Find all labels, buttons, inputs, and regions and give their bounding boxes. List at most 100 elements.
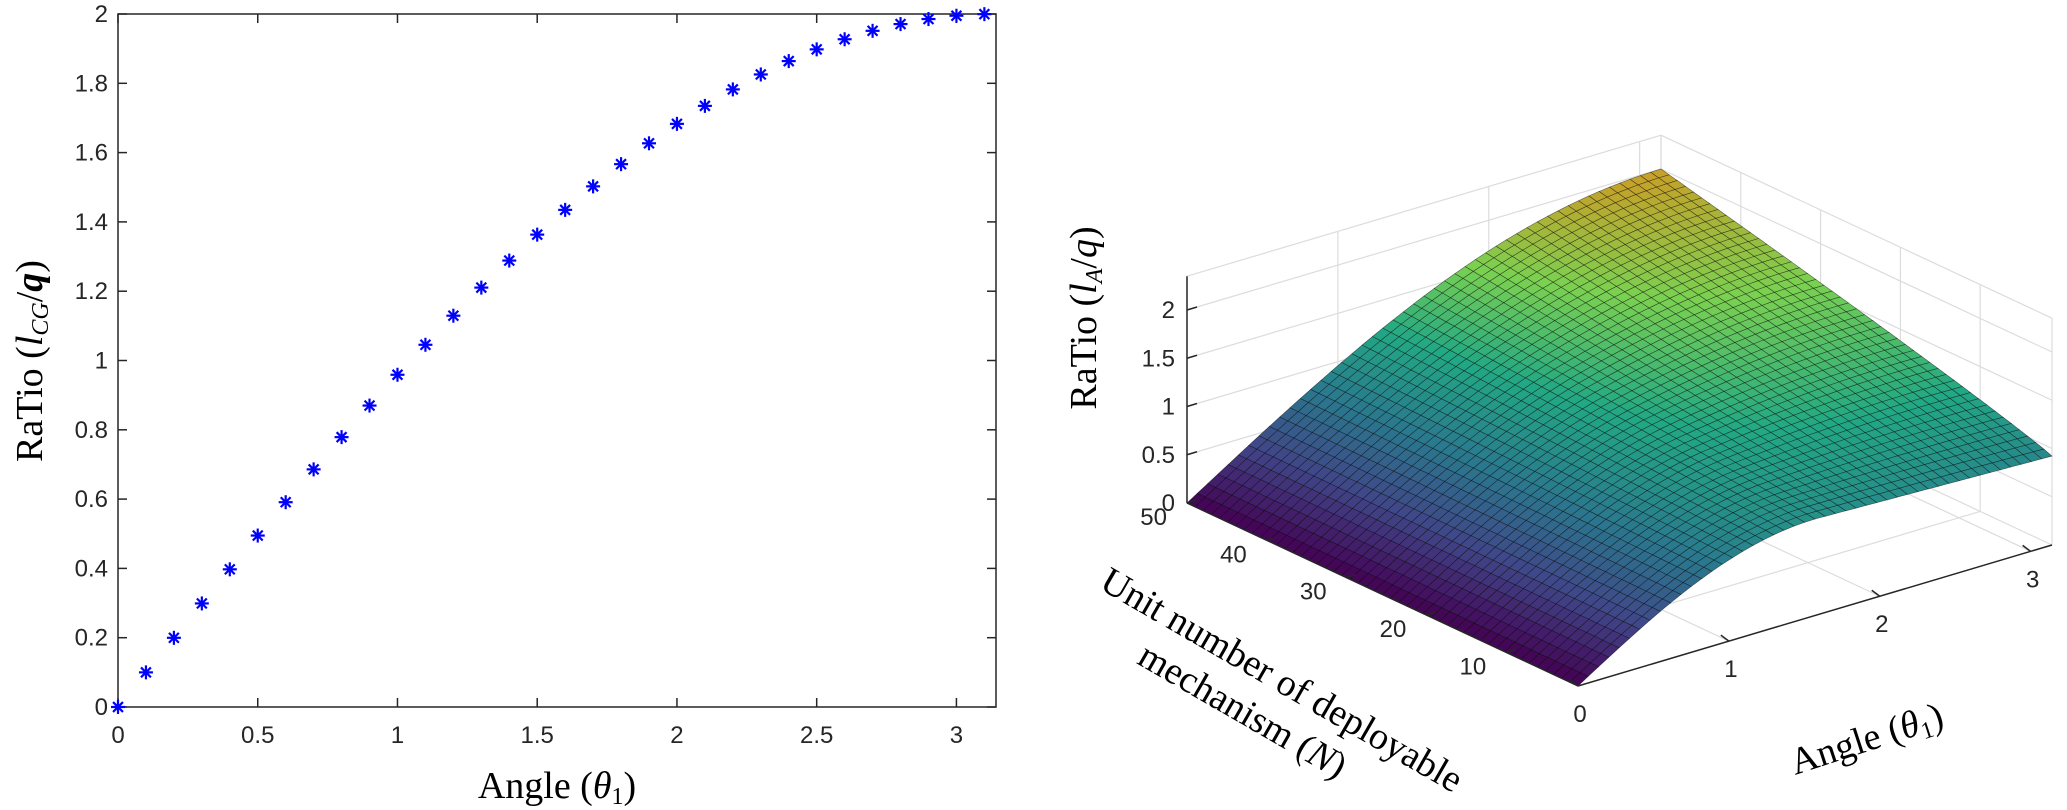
data-point (753, 67, 768, 82)
x-tick-label: 2.5 (800, 722, 833, 749)
data-point (614, 157, 629, 172)
angle-tick-mark (1871, 589, 1881, 597)
angle-tick-label: 2 (1875, 611, 1888, 638)
z-tick-label: 0.5 (1142, 442, 1175, 469)
x-tick-label: 0 (111, 722, 124, 749)
x-tick-label: 0.5 (241, 722, 274, 749)
y-tick-label: 0.6 (75, 486, 108, 513)
z-tick-label: 1.5 (1142, 345, 1175, 372)
data-point (306, 462, 321, 477)
y-tick-label: 0.4 (75, 555, 108, 582)
z-axis-label: RaTio (lA/q) (1063, 226, 1108, 409)
z-tick-label: 0 (1162, 490, 1175, 517)
data-point (837, 32, 852, 47)
data-point (334, 430, 349, 445)
n-tick-label: 10 (1459, 653, 1486, 680)
data-points (111, 7, 992, 714)
axis-line (1186, 502, 1579, 687)
scatter-chart: 0 0.2 0.4 0.6 0.8 1 1.2 1.4 1.6 1.8 2 0 0.5 1 1.5 2 2.5… (9, 1, 997, 810)
y-tick-label: 1.6 (75, 140, 108, 167)
data-point (502, 253, 517, 268)
angle-tick-label: 1 (1724, 656, 1737, 683)
data-point (418, 337, 433, 352)
x-tick-label: 1.5 (521, 722, 554, 749)
y-tick-label: 1.8 (75, 70, 108, 97)
n-axis-ticks: 10 20 30 40 50 (1140, 499, 1516, 680)
angle-tick-mark (1569, 679, 1579, 687)
data-point (725, 82, 740, 97)
data-point (362, 398, 377, 413)
plot-area (117, 13, 997, 708)
surface-mesh (1186, 168, 2053, 687)
data-point (558, 202, 573, 217)
data-point (586, 179, 601, 194)
n-tick-label: 50 (1140, 504, 1167, 531)
y-tick-label: 2 (95, 1, 108, 28)
data-point (977, 7, 992, 22)
data-point (166, 630, 181, 645)
data-point (809, 42, 824, 57)
y-tick-label: 0 (95, 694, 108, 721)
n-tick-label: 30 (1300, 579, 1327, 606)
angle-axis-ticks: 0 1 2 3 (1569, 544, 2039, 728)
n-tick-mark (1186, 499, 1197, 504)
z-tick-label: 1 (1162, 394, 1175, 421)
n-tick-mark (1505, 648, 1516, 654)
data-point (250, 528, 265, 543)
x-tick-label: 1 (391, 722, 404, 749)
surface-cell (2032, 448, 2053, 460)
angle-tick-label: 3 (2026, 566, 2039, 593)
grid-line (1660, 168, 2053, 353)
x-axis-ticks: 0 0.5 1 1.5 2 2.5 3 (111, 14, 963, 749)
z-tick-label: 2 (1162, 297, 1175, 324)
n-tick-mark (1266, 536, 1277, 542)
data-point (474, 280, 489, 295)
data-point (530, 227, 545, 242)
data-point (865, 23, 880, 38)
angle-tick-mark (1720, 634, 1730, 642)
y-tick-label: 1 (95, 348, 108, 375)
grid-line (1186, 168, 1662, 311)
data-point (669, 116, 684, 131)
data-point (781, 54, 796, 69)
y-axis-ticks: 0 0.2 0.4 0.6 0.8 1 1.2 1.4 1.6 1.8 2 (75, 1, 996, 721)
z-tick-mark (1186, 306, 1198, 311)
x-tick-label: 2 (670, 722, 683, 749)
grid-line (1186, 134, 1662, 277)
3d-axes (1186, 276, 2053, 687)
z-axis-ticks: 0 0.5 1 1.5 2 (1142, 297, 1198, 517)
data-point (697, 98, 712, 113)
z-tick-mark (1186, 402, 1198, 408)
x-axis-label: Angle (θ1) (478, 765, 636, 810)
angle-tick-mark (2022, 544, 2032, 552)
y-tick-label: 0.8 (75, 417, 108, 444)
n-tick-mark (1346, 573, 1356, 579)
data-point (278, 495, 293, 510)
angle-tick-label: 0 (1573, 701, 1586, 728)
data-point (111, 700, 125, 714)
n-tick-mark (1426, 611, 1436, 616)
data-point (642, 136, 657, 151)
data-point (222, 562, 237, 577)
y-tick-label: 1.4 (75, 209, 108, 236)
data-point (921, 12, 936, 27)
z-tick-mark (1186, 451, 1198, 456)
n-tick-label: 20 (1380, 616, 1407, 643)
y-axis-label: RaTio (lCG/q) (9, 260, 54, 462)
y-tick-label: 1.2 (75, 278, 108, 305)
z-tick-mark (1186, 354, 1198, 359)
n-tick-label: 40 (1220, 541, 1247, 568)
axis-line (1577, 544, 2053, 687)
data-point (138, 665, 153, 680)
data-point (446, 308, 461, 323)
data-point (893, 17, 908, 32)
data-point (194, 596, 209, 611)
x-tick-label: 3 (950, 722, 963, 749)
grid-line (1660, 134, 2053, 319)
y-tick-label: 0.2 (75, 625, 108, 652)
data-point (390, 367, 405, 382)
data-point (949, 8, 964, 23)
angle-axis-label: Angle (θ1) (1785, 695, 1950, 787)
